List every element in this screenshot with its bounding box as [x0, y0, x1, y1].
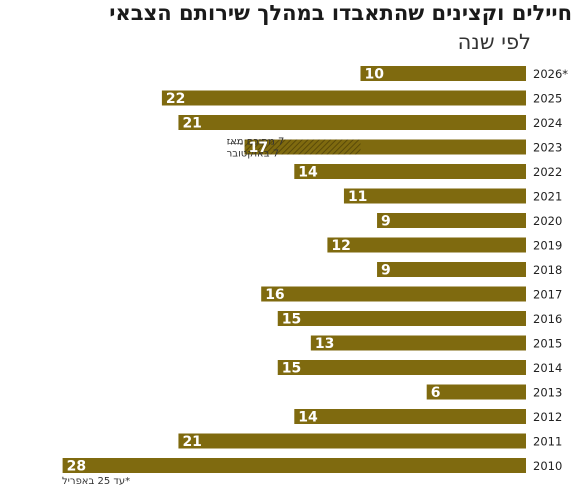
data-label: 21	[182, 434, 201, 450]
data-label: 17	[249, 140, 268, 156]
bar-2024	[178, 115, 526, 130]
bar-2026	[360, 66, 526, 81]
data-label: 14	[298, 165, 318, 181]
category-label: 2022	[533, 165, 562, 179]
category-label: 2016	[533, 312, 562, 326]
category-label: 2025	[533, 92, 562, 106]
data-label: 12	[331, 238, 350, 254]
bar-2012	[294, 409, 526, 424]
bar-2016	[277, 311, 526, 326]
category-label: 2015	[533, 337, 562, 351]
bar-2013	[426, 384, 526, 400]
data-label: 21	[182, 116, 201, 132]
category-label: 2010	[533, 459, 562, 473]
bar-2011	[178, 433, 526, 449]
category-label: 2017	[533, 288, 562, 302]
category-label: 2020	[533, 214, 562, 228]
page-subtitle: לפי שנה	[457, 30, 531, 54]
annotation-text: 7 באוקטובר	[227, 149, 279, 160]
category-label: 2021	[533, 190, 562, 204]
footnote: *עד 25 באפריל	[62, 476, 131, 487]
data-label: 22	[166, 91, 185, 107]
category-label: 2013	[533, 386, 562, 400]
category-label: 2012	[533, 410, 562, 424]
page-title: חיילים וקצינים שהתאבדו במהלך שירותם הצבא…	[109, 1, 572, 25]
data-label: 10	[365, 67, 385, 83]
data-label: 14	[298, 410, 318, 426]
bar-2017	[261, 286, 526, 302]
data-label: 15	[282, 312, 301, 328]
bar-2025	[161, 90, 526, 106]
bar-2015	[310, 335, 526, 351]
category-label: 2018	[533, 263, 562, 277]
category-label: 2014	[533, 361, 562, 375]
bar-2021	[343, 188, 526, 204]
category-label: 2019	[533, 239, 562, 253]
bar-2023-hatched-portion	[244, 139, 361, 155]
bar-2019	[327, 237, 526, 253]
data-label: 9	[381, 263, 391, 279]
bar-2018	[377, 262, 526, 277]
data-label: 9	[381, 214, 391, 230]
annotation-text: 7 מתוכם מאז	[227, 137, 285, 148]
category-label: 2023	[533, 141, 562, 155]
bar-2020	[377, 213, 526, 228]
data-label: 16	[265, 287, 284, 303]
category-label: 2024	[533, 116, 562, 130]
data-label: 15	[282, 361, 301, 377]
bar-2014	[277, 360, 526, 375]
data-label: 28	[67, 459, 86, 475]
category-label: 2011	[533, 435, 562, 449]
bar-2022	[294, 164, 526, 179]
data-label: 11	[348, 189, 367, 205]
data-label: 6	[431, 385, 441, 401]
bar-2010	[62, 458, 526, 473]
data-label: 13	[315, 336, 334, 352]
category-label: 2026*	[533, 67, 568, 81]
